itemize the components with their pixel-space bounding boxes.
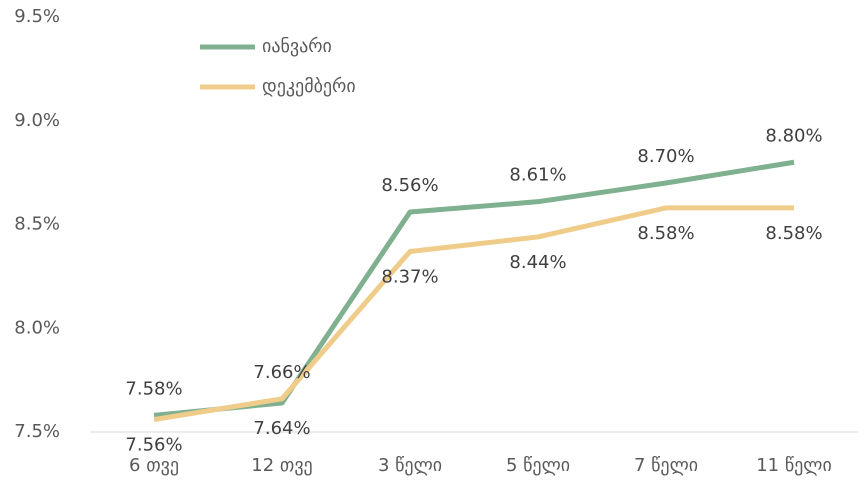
data-label: 7.56% — [125, 435, 182, 456]
data-label: 8.37% — [381, 266, 438, 287]
y-tick-label: 8.5% — [14, 214, 60, 235]
series-line — [153, 205, 794, 423]
data-label: 7.64% — [253, 418, 310, 439]
legend-label: დეკემბერი — [262, 76, 356, 97]
x-tick-label: 7 წელი — [634, 455, 698, 476]
x-tick-label: 6 თვე — [129, 455, 179, 476]
data-label: 7.58% — [125, 378, 182, 399]
x-tick-label: 3 წელი — [378, 455, 442, 476]
series-line — [153, 159, 795, 418]
y-tick-label: 8.0% — [14, 317, 60, 338]
y-tick-label: 7.5% — [14, 421, 60, 442]
data-label: 8.44% — [509, 252, 566, 273]
data-label: 8.56% — [381, 175, 438, 196]
x-tick-label: 11 წელი — [756, 455, 832, 476]
data-label: 8.80% — [765, 125, 822, 146]
data-label: 8.58% — [637, 223, 694, 244]
x-tick-label: 5 წელი — [506, 455, 570, 476]
data-label: 8.61% — [509, 165, 566, 186]
y-tick-label: 9.0% — [14, 110, 60, 131]
x-tick-label: 12 თვე — [251, 455, 312, 476]
data-label: 8.58% — [765, 223, 822, 244]
legend-label: იანვარი — [262, 36, 332, 57]
y-tick-label: 9.5% — [14, 6, 60, 27]
data-label: 7.66% — [253, 362, 310, 383]
data-label: 8.70% — [637, 146, 694, 167]
